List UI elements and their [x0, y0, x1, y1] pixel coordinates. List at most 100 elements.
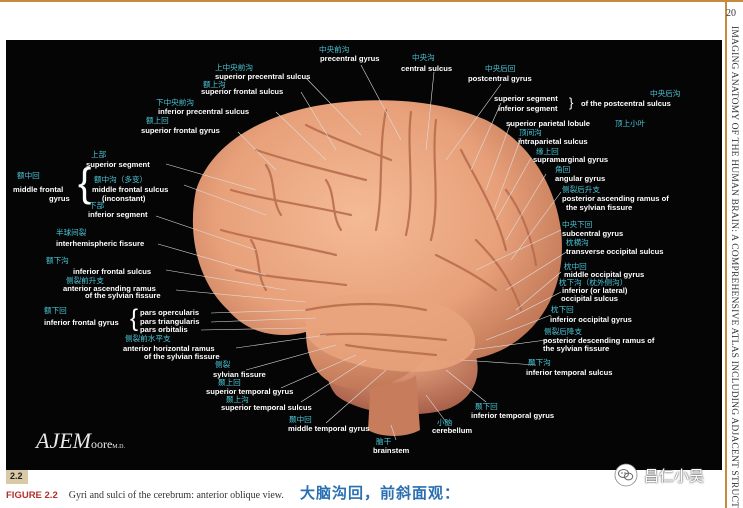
- inferior-temporal-sulcus-label: inferior temporal sulcus: [526, 368, 613, 377]
- postcentral-sulcus-cn: 中央后沟: [650, 89, 681, 98]
- superior-precentral-sulcus-cn: 上中央前沟: [215, 63, 253, 72]
- posterior-ascending-ramus-label-2: the sylvian fissure: [566, 203, 633, 212]
- wechat-icon: [614, 463, 638, 487]
- cerebellum-cn: 小脑: [437, 418, 453, 427]
- superior-frontal-gyrus-cn: 额上回: [146, 116, 169, 125]
- figure-badge: 2.2: [10, 471, 23, 481]
- intraparietal-sulcus-label: intraparietal sulcus: [518, 137, 588, 146]
- inferior-frontal-sulcus-cn: 额下沟: [46, 256, 69, 265]
- subcentral-gyrus-cn: 中央下回: [562, 220, 593, 229]
- wechat-account-name: 昌仁小吴: [644, 467, 705, 485]
- caption-text: Gyri and sulci of the cerebrum: anterior…: [68, 490, 284, 501]
- anterior-horizontal-ramus-label: anterior horizontal ramus: [123, 344, 215, 353]
- anterior-horizontal-ramus-label-2: of the sylvian fissure: [144, 352, 220, 361]
- anterior-horizontal-ramus-cn: 侧裂前水平支: [125, 334, 171, 343]
- inferior-occipital-sulcus-cn: 枕下沟（枕外侧沟）: [559, 278, 628, 287]
- page-top-rule: [0, 0, 743, 2]
- middle-frontal-brace: {: [78, 161, 92, 205]
- posterior-ascending-ramus-label: posterior ascending ramus of: [562, 194, 669, 203]
- posterior-descending-ramus-label: posterior descending ramus of: [543, 336, 655, 345]
- chinese-title: 大脑沟回，前斜面观：: [300, 485, 461, 502]
- inferior-occipital-sulcus-label: inferior (or lateral): [562, 286, 628, 295]
- postcentral-gyrus-label: postcentral gyrus: [468, 74, 532, 83]
- middle-frontal-sulcus-cn: 额中沟（多变）: [94, 175, 148, 184]
- brainstem-cn: 脑干: [376, 437, 392, 446]
- inferior-occipital-gyrus-cn: 枕下回: [551, 305, 574, 314]
- middle-frontal-gyrus-label-2: gyrus: [49, 194, 70, 203]
- precentral-gyrus-cn: 中央前沟: [319, 45, 350, 54]
- central-sulcus-cn: 中央沟: [412, 53, 435, 62]
- transverse-occipital-sulcus-cn: 枕横沟: [566, 238, 589, 247]
- central-sulcus-label: central sulcus: [401, 64, 453, 73]
- wechat-watermark: 昌仁小吴: [614, 461, 704, 489]
- inferior-temporal-gyrus-label: inferior temporal gyrus: [471, 411, 555, 420]
- inferior-occipital-sulcus-label-2: occipital sulcus: [561, 294, 618, 303]
- inferior-precentral-sulcus-cn: 下中央前沟: [156, 98, 194, 107]
- superior-frontal-sulcus-cn: 额上沟: [203, 80, 226, 89]
- inferior-frontal-sulcus-label: inferior frontal sulcus: [73, 267, 152, 276]
- side-rule: [725, 0, 727, 508]
- superior-frontal-gyrus-label: superior frontal gyrus: [141, 126, 220, 135]
- posterior-descending-ramus-cn: 侧裂后降支: [544, 327, 582, 336]
- postcentral-gyrus-cn: 中央后回: [485, 64, 516, 73]
- postcentral-sulcus-label: of the postcentral sulcus: [581, 99, 671, 108]
- brainstem-label: brainstem: [373, 446, 410, 455]
- middle-temporal-gyrus-cn: 颞中回: [289, 415, 312, 424]
- pars-triangularis-label: pars triangularis: [140, 317, 200, 326]
- subcentral-gyrus-label: subcentral gyrus: [562, 229, 624, 238]
- middle-occipital-gyrus-label: middle occipital gyrus: [564, 270, 645, 279]
- inferior-precentral-sulcus-label: inferior precentral sulcus: [158, 107, 250, 116]
- intraparietal-sulcus-cn: 顶间沟: [519, 128, 542, 137]
- angular-gyrus-cn: 角回: [555, 165, 571, 174]
- precentral-gyrus-label: precentral gyrus: [320, 54, 380, 63]
- anterior-ascending-ramus-label-2: of the sylvian fissure: [85, 291, 161, 300]
- superior-temporal-gyrus-label: superior temporal gyrus: [206, 387, 294, 396]
- caption-label: FIGURE 2.2: [6, 490, 58, 501]
- postcentral-superior-segment: superior segment: [494, 94, 558, 103]
- supramarginal-gyrus-cn: 缘上回: [536, 147, 559, 156]
- inferior-temporal-sulcus-cn: 颞下沟: [528, 358, 551, 367]
- inferior-occipital-gyrus-label: inferior occipital gyrus: [550, 315, 632, 324]
- middle-temporal-gyrus-label: middle temporal gyrus: [288, 424, 370, 433]
- posterior-descending-ramus-label-2: the sylvian fissure: [543, 344, 610, 353]
- superior-temporal-sulcus-label: superior temporal sulcus: [221, 403, 312, 412]
- transverse-occipital-sulcus-label: transverse occipital sulcus: [566, 247, 664, 256]
- middle-frontal-sulcus-label-2: (inconstant): [102, 194, 146, 203]
- angular-gyrus-label: angular gyrus: [555, 174, 606, 183]
- figure-caption: FIGURE 2.2 Gyri and sulci of the cerebru…: [6, 490, 284, 501]
- mfg-superior-segment-label: superior segment: [86, 160, 150, 169]
- middle-occipital-gyrus-cn: 枕中回: [564, 262, 587, 271]
- middle-frontal-gyrus-cn: 额中回: [17, 171, 40, 180]
- postcentral-brace: }: [569, 95, 574, 110]
- inferior-frontal-gyrus-label: inferior frontal gyrus: [44, 318, 119, 327]
- pars-opercularis-label: pars opercularis: [140, 308, 200, 317]
- inferior-temporal-gyrus-cn: 颞下回: [475, 402, 498, 411]
- interhemispheric-fissure-label: interhemispheric fissure: [56, 239, 145, 248]
- superior-precentral-sulcus-label: superior precentral sulcus: [215, 72, 311, 81]
- sylvian-fissure-label: sylvian fissure: [213, 370, 266, 379]
- superior-temporal-sulcus-cn: 颞上沟: [226, 395, 249, 404]
- artist-signature: AJEMooreM.D.: [36, 428, 125, 453]
- supramarginal-gyrus-label: supramarginal gyrus: [533, 155, 609, 164]
- cerebellum-label: cerebellum: [432, 426, 473, 435]
- figure-badge-bg: [6, 470, 28, 484]
- anterior-ascending-ramus-cn: 侧裂前升支: [66, 276, 104, 285]
- superior-temporal-gyrus-cn: 颞上回: [218, 378, 241, 387]
- inferior-frontal-gyrus-cn: 额下回: [44, 306, 67, 315]
- middle-frontal-sulcus-label: middle frontal sulcus: [92, 185, 169, 194]
- brain-illustration: [155, 64, 569, 441]
- anterior-ascending-ramus-label: anterior ascending ramus: [63, 284, 156, 293]
- superior-parietal-lobule-label: superior parietal lobule: [506, 119, 590, 128]
- interhemispheric-fissure-cn: 半球间裂: [56, 228, 87, 237]
- inferior-frontal-brace: {: [130, 305, 139, 332]
- mfg-inferior-segment-cn: 下部: [89, 201, 105, 210]
- posterior-ascending-ramus-cn: 侧裂后升支: [562, 185, 600, 194]
- figure-panel: 中央前沟 precentral gyrus 中央沟 central sulcus…: [6, 40, 722, 470]
- running-head: IMAGING ANATOMY OF THE HUMAN BRAIN: A CO…: [729, 26, 739, 508]
- superior-frontal-sulcus-label: superior frontal sulcus: [201, 87, 284, 96]
- middle-frontal-gyrus-label: middle frontal: [13, 185, 64, 194]
- pars-orbitalis-label: pars orbitalis: [140, 325, 188, 334]
- mfg-superior-segment-cn: 上部: [91, 150, 107, 159]
- superior-parietal-lobule-cn: 顶上小叶: [615, 119, 646, 128]
- sylvian-fissure-cn: 侧裂: [215, 360, 231, 369]
